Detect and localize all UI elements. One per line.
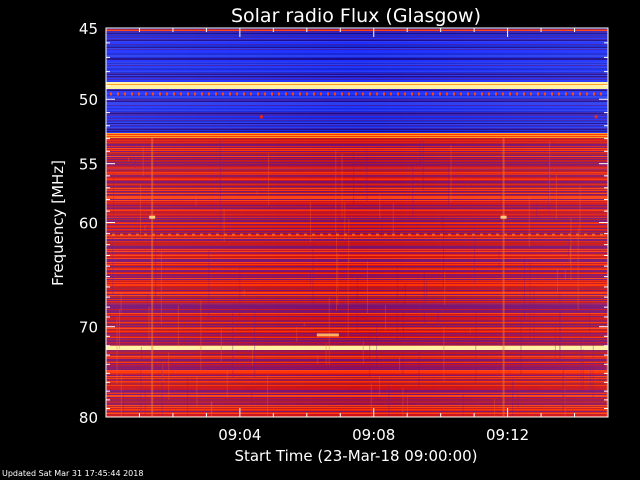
y-tick-label: 80	[79, 409, 98, 427]
plot-shading	[106, 28, 608, 417]
x-axis: 09:04 09:08 09:12	[138, 28, 576, 444]
y-tick-label: 50	[79, 91, 98, 109]
chart-title: Solar radio Flux (Glasgow)	[231, 5, 481, 27]
y-axis-label: Frequency [MHz]	[49, 160, 67, 286]
x-tick-label: 09:04	[218, 426, 261, 444]
y-axis: 45 50 55 60 70 80	[79, 20, 608, 427]
y-tick-label: 55	[79, 156, 98, 174]
x-tick-label: 09:12	[486, 426, 529, 444]
x-axis-label: Start Time (23-Mar-18 09:00:00)	[234, 447, 477, 465]
y-tick-label: 45	[79, 20, 98, 38]
updated-timestamp: Updated Sat Mar 31 17:45:44 2018	[2, 469, 144, 478]
x-tick-label: 09:08	[352, 426, 395, 444]
y-tick-label: 60	[79, 215, 98, 233]
y-tick-label: 70	[79, 319, 98, 337]
plot-area	[106, 28, 608, 418]
